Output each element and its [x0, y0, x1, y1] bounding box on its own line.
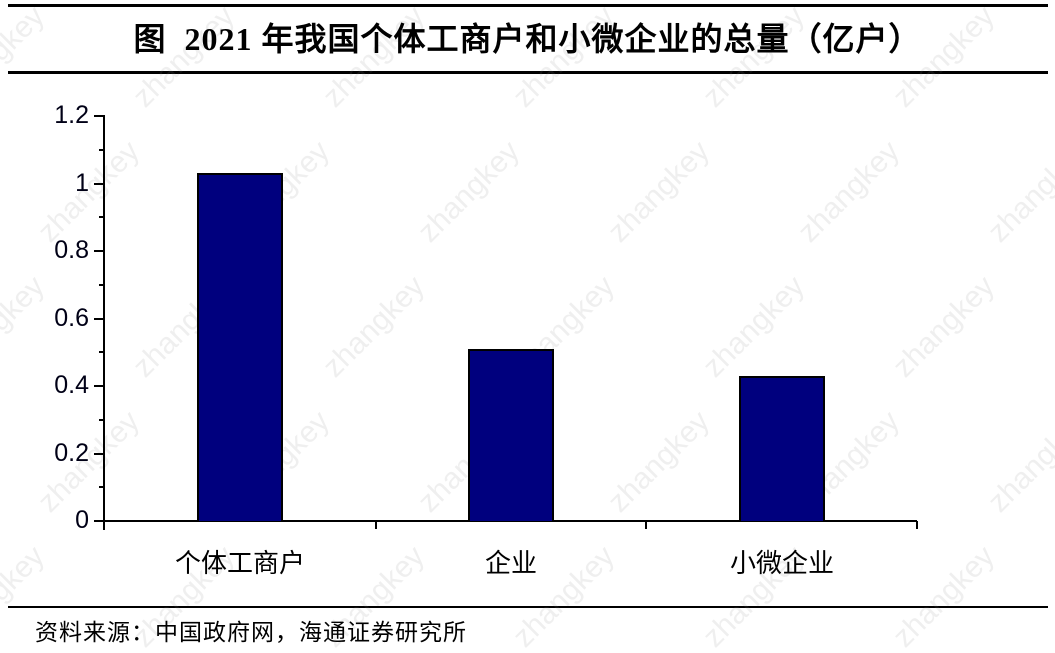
y-major-tick: [94, 182, 103, 185]
y-tick-label: 1.2: [54, 101, 89, 129]
y-tick-label: 0.8: [54, 236, 89, 264]
watermark-text: zhangkey: [791, 134, 906, 249]
y-minor-tick: [99, 351, 103, 354]
x-category-label: 小微企业: [729, 549, 834, 578]
y-minor-tick: [99, 148, 103, 151]
x-tick: [645, 521, 648, 529]
x-tick: [916, 521, 918, 529]
x-tick: [374, 521, 377, 529]
source-divider-rule: [8, 606, 1048, 608]
y-major-tick: [94, 250, 103, 252]
watermark-text: zhangkey: [981, 134, 1055, 249]
y-tick-label: 0: [75, 506, 89, 534]
y-major-tick: [94, 520, 103, 522]
y-tick-label: 0.4: [54, 371, 89, 399]
y-minor-tick: [99, 283, 103, 286]
x-category-label: 企业: [484, 549, 537, 578]
y-major-tick: [94, 385, 103, 387]
y-tick-label: 1: [75, 168, 89, 197]
watermark-text: zhangkey: [696, 269, 811, 384]
bar-企业: [468, 349, 554, 521]
y-major-tick: [94, 115, 103, 117]
x-category-label: 个体工商户: [174, 549, 305, 578]
y-tick-label: 0.6: [54, 303, 89, 332]
y-minor-tick: [99, 418, 103, 421]
source-note: 资料来源：中国政府网，海通证券研究所: [35, 620, 467, 645]
y-major-tick: [94, 452, 103, 455]
y-minor-tick: [99, 486, 103, 489]
watermark-text: zhangkey: [886, 269, 1001, 384]
watermark-text: zhangkey: [601, 134, 716, 249]
top-rule: [8, 4, 1048, 7]
watermark-text: zhangkey: [411, 134, 526, 249]
watermark-text: zhangkey: [316, 269, 431, 384]
y-minor-tick: [99, 216, 103, 219]
x-axis-line: [103, 520, 917, 522]
bar-小微企业: [739, 376, 825, 521]
y-major-tick: [94, 317, 103, 320]
y-axis-line: [103, 115, 105, 530]
y-tick-label: 0.2: [54, 438, 89, 467]
title-divider-rule: [8, 71, 1048, 74]
chart-title: 图 2021 年我国个体工商户和小微企业的总量（亿户）: [133, 21, 922, 57]
bar-个体工商户: [197, 173, 283, 521]
watermark-text: zhangkey: [601, 404, 716, 519]
watermark-text: zhangkey: [981, 404, 1055, 519]
